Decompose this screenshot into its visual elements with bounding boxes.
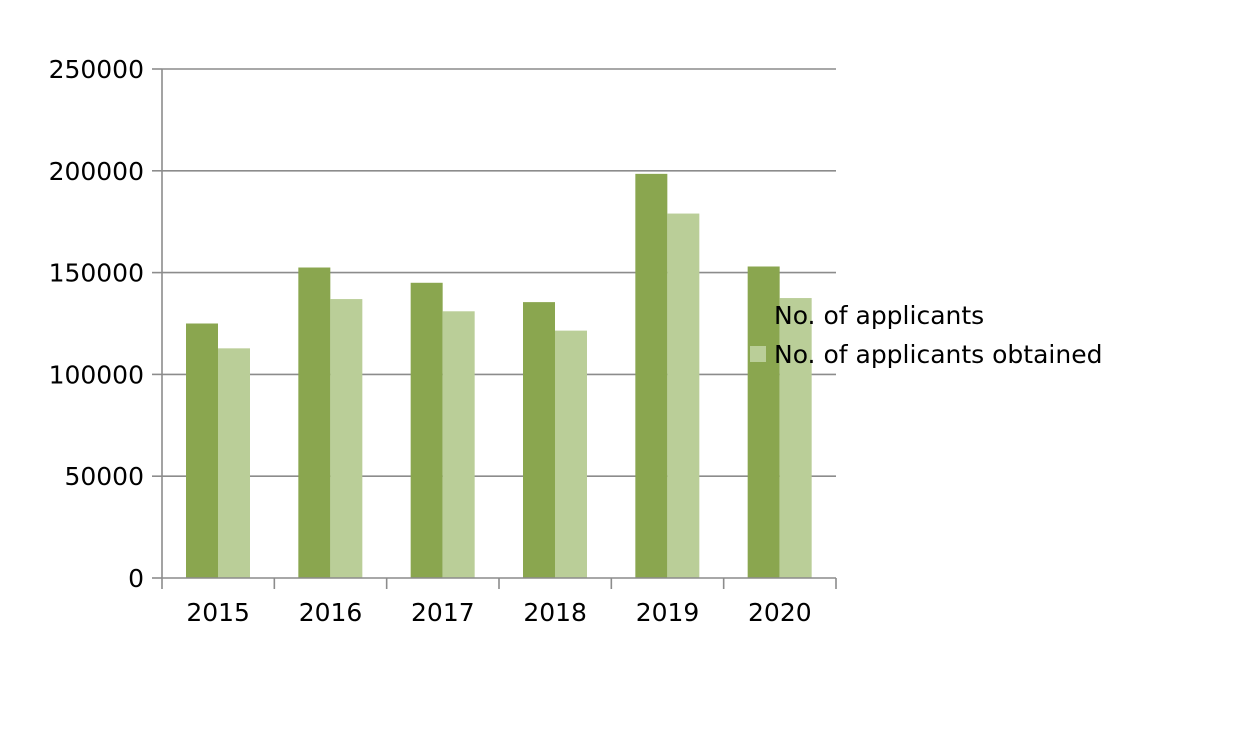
legend: No. of applicants No. of applicants obtai…	[750, 301, 1102, 369]
bars	[186, 173, 812, 578]
legend-label: No. of applicants obtained	[774, 340, 1102, 369]
bar-applicants-obtained-2018	[555, 330, 587, 578]
bar-applicants-2017	[410, 282, 443, 578]
legend-swatch	[750, 346, 766, 362]
gridlines	[162, 68, 836, 478]
axes	[152, 68, 837, 589]
x-axis-labels: 2015 2016 2017 2018 2019 2020	[186, 598, 811, 627]
y-tick-label: 0	[128, 564, 144, 593]
x-tick-label: 2017	[411, 598, 475, 627]
x-tick-label: 2020	[748, 598, 812, 627]
y-axis-labels: 0 50000 100000 150000 200000 250000	[49, 55, 144, 593]
bar-applicants-2019	[635, 173, 668, 578]
bar-applicants-obtained-2015	[218, 348, 250, 578]
bar-applicants-obtained-2017	[442, 311, 475, 578]
bar-applicants-obtained-2020	[779, 298, 812, 578]
y-tick-label: 250000	[49, 55, 144, 84]
x-tick-label: 2015	[186, 598, 250, 627]
bar-applicants-2018	[523, 302, 555, 578]
legend-label: No. of applicants	[774, 301, 984, 330]
bar-applicants-obtained-2016	[330, 299, 363, 578]
bar-applicants-obtained-2019	[667, 213, 700, 578]
bar-applicants-2015	[186, 323, 218, 578]
bar-applicants-2016	[298, 267, 331, 578]
x-tick-label: 2018	[523, 598, 587, 627]
y-tick-label: 200000	[49, 157, 144, 186]
y-tick-label: 100000	[49, 360, 144, 389]
legend-swatch	[750, 307, 766, 323]
y-tick-label: 150000	[49, 259, 144, 288]
y-tick-label: 50000	[64, 462, 144, 491]
x-tick-label: 2019	[636, 598, 700, 627]
x-tick-label: 2016	[299, 598, 363, 627]
